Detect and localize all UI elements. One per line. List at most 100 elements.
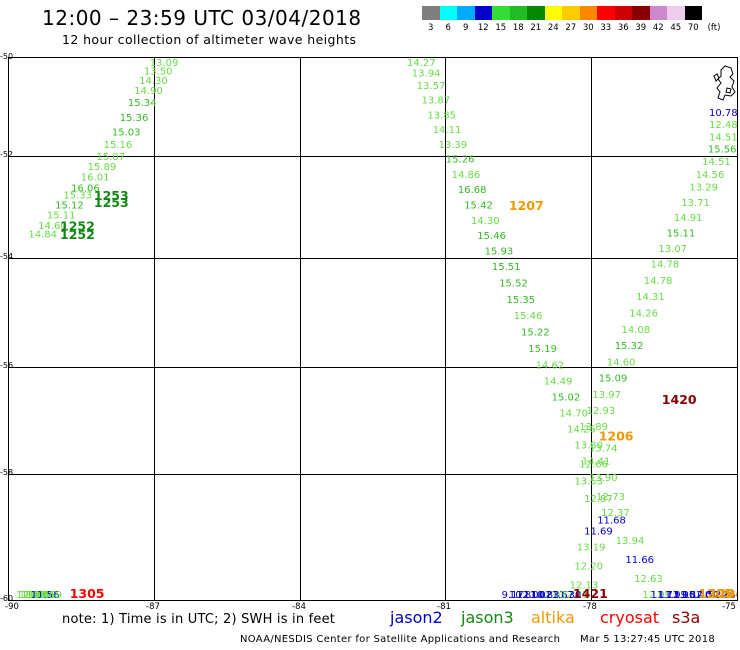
legend-swatch <box>440 6 458 20</box>
wave-height-label: 14.78 <box>651 260 680 271</box>
wave-height-label: 14.08 <box>622 325 651 336</box>
legend-swatch-label: 18 <box>510 23 528 33</box>
wave-height-label: 15.11 <box>667 229 696 240</box>
generated-timestamp: Mar 5 13:27:45 UTC 2018 <box>580 634 715 645</box>
wave-height-label: 13.85 <box>427 110 456 121</box>
wave-height-label: 15.19 <box>528 344 557 355</box>
wave-height-label: 12.66 <box>579 459 608 470</box>
wave-height-label: 15.09 <box>599 374 628 385</box>
legend-swatch-label: 6 <box>440 23 458 33</box>
mission-s3a: s3a <box>672 608 700 627</box>
color-scale-legend: 3 6 9 12 15 18 21 24 27 30 33 36 39 42 45 70 (ft) <box>422 6 726 33</box>
legend-swatch-label: 33 <box>597 23 615 33</box>
wave-height-label: 14.70 <box>559 409 588 420</box>
wave-height-label: 12.20 <box>574 561 603 572</box>
wave-height-label: 15.46 <box>477 231 506 242</box>
legend-swatch-label: 42 <box>650 23 668 33</box>
wave-height-label: 13.57 <box>417 81 446 92</box>
legend-swatch-label: 3 <box>422 23 440 33</box>
wave-height-label: 14.56 <box>696 170 725 181</box>
lat-label: -54 <box>0 252 13 261</box>
lon-label: -84 <box>292 602 306 612</box>
wave-height-label: 13.74 <box>589 443 618 454</box>
legend-swatch-label: 70 <box>685 23 703 33</box>
wave-height-label: 13.94 <box>616 536 645 547</box>
lon-label: -87 <box>146 602 160 612</box>
wave-height-label: 14.90 <box>134 86 163 97</box>
wave-height-label: 14.51 <box>709 132 737 143</box>
legend-swatch <box>492 6 510 20</box>
lon-label: -75 <box>722 602 736 612</box>
wave-height-label: 13.53 <box>574 476 603 487</box>
credit-line: NOAA/NESDIS Center for Satellite Applica… <box>240 634 560 645</box>
wave-height-label: 14.31 <box>636 292 665 303</box>
wave-height-label: 13.39 <box>439 140 468 151</box>
legend-swatch-label: 24 <box>545 23 563 33</box>
legend-swatch <box>685 6 703 20</box>
wave-height-label: 16.68 <box>458 185 487 196</box>
legend-labels: 3 6 9 12 15 18 21 24 27 30 33 36 39 42 45 70 (ft) <box>422 23 726 33</box>
wave-height-label: 14.26 <box>629 309 658 320</box>
legend-swatches <box>422 6 726 20</box>
mission-jason3: jason3 <box>461 608 514 627</box>
mission-cryosat: cryosat <box>600 608 659 627</box>
lat-label: -52 <box>0 150 13 159</box>
wave-height-label: 14.49 <box>544 376 573 387</box>
wave-height-label: 14.84 <box>28 230 57 241</box>
legend-unit: (ft) <box>702 23 726 33</box>
wave-height-label: 13.07 <box>658 244 687 255</box>
wave-height-label: 14.51 <box>702 157 731 168</box>
mission-jason2: jason2 <box>390 608 443 627</box>
wave-height-label: 13.71 <box>681 198 710 209</box>
wave-height-label: 13.19 <box>577 542 606 553</box>
wave-height-label: 15.16 <box>104 140 133 151</box>
legend-swatch <box>615 6 633 20</box>
wave-height-label: 14.91 <box>674 213 703 224</box>
wave-height-label: 15.52 <box>499 279 528 290</box>
wave-height-label: 14.78 <box>644 276 673 287</box>
wave-height-label: 11.68 <box>597 515 626 526</box>
wave-height-label: 15.32 <box>615 341 644 352</box>
pass-time-label: 1420 <box>662 392 697 407</box>
lat-label: -50 <box>0 52 13 61</box>
wave-height-label: 14.62 <box>536 360 565 371</box>
map-title: 12:00 – 23:59 UTC 03/04/2018 <box>42 6 362 30</box>
wave-height-label: 16.01 <box>81 172 110 183</box>
pass-time-label: 1421 <box>573 586 608 600</box>
wave-height-label: 15.46 <box>514 311 543 322</box>
wave-height-label: 15.36 <box>120 113 149 124</box>
wave-height-label: 15.26 <box>446 155 475 166</box>
legend-swatch <box>527 6 545 20</box>
mission-altika: altika <box>531 608 575 627</box>
legend-swatch <box>632 6 650 20</box>
pass-time-label: 1305 <box>70 586 105 600</box>
pass-time-label: 1252 <box>60 227 95 242</box>
wave-height-label: 15.34 <box>128 98 157 109</box>
wave-height-label: 12.48 <box>709 120 737 131</box>
wave-height-label: 15.35 <box>507 295 536 306</box>
wave-height-label: 13.94 <box>412 69 441 80</box>
legend-swatch-label: 27 <box>562 23 580 33</box>
legend-swatch <box>597 6 615 20</box>
wave-height-label: 14.27 <box>407 58 436 69</box>
wave-height-label: 15.42 <box>464 201 493 212</box>
wave-height-label: 12.59 <box>33 590 62 600</box>
wave-height-label: 15.02 <box>552 392 581 403</box>
legend-swatch <box>667 6 685 20</box>
legend-swatch-label: 15 <box>492 23 510 33</box>
lat-label: -56 <box>0 361 13 370</box>
legend-swatch-label: 12 <box>475 23 493 33</box>
wave-height-label: 15.93 <box>485 246 514 257</box>
legend-swatch-label: 45 <box>667 23 685 33</box>
pass-time-label: 1206 <box>599 429 634 444</box>
wave-height-label: 13.97 <box>592 390 621 401</box>
legend-swatch-label: 21 <box>527 23 545 33</box>
wave-height-label: 14.60 <box>607 358 636 369</box>
lon-label: -90 <box>5 602 19 612</box>
pass-time-label: 1253 <box>94 195 129 210</box>
wave-height-label: 12.63 <box>634 574 663 585</box>
legend-swatch <box>545 6 563 20</box>
legend-swatch-label: 9 <box>457 23 475 33</box>
legend-swatch <box>422 6 440 20</box>
wave-height-label: 11.66 <box>625 555 654 566</box>
